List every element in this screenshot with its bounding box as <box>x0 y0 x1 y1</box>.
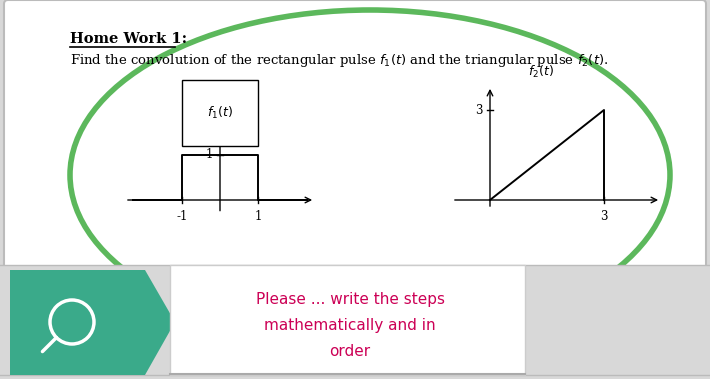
Text: mathematically and in: mathematically and in <box>264 318 436 333</box>
FancyBboxPatch shape <box>0 265 710 379</box>
Text: 1: 1 <box>254 210 262 223</box>
Text: 3: 3 <box>600 210 608 223</box>
Polygon shape <box>10 270 175 375</box>
Text: 1: 1 <box>206 149 213 161</box>
Text: 3: 3 <box>476 103 483 116</box>
Text: -1: -1 <box>176 210 187 223</box>
FancyBboxPatch shape <box>170 265 525 375</box>
Text: order: order <box>329 344 371 359</box>
FancyBboxPatch shape <box>4 0 706 348</box>
Text: Find the convolution of the rectangular pulse $f_1(t)$ and the triangular pulse : Find the convolution of the rectangular … <box>70 52 608 69</box>
Text: Home Work 1:: Home Work 1: <box>70 32 187 46</box>
Text: $f_1(t)$: $f_1(t)$ <box>207 105 233 121</box>
Text: Please ... write the steps: Please ... write the steps <box>256 292 444 307</box>
Text: $f_2(t)$: $f_2(t)$ <box>528 64 554 80</box>
